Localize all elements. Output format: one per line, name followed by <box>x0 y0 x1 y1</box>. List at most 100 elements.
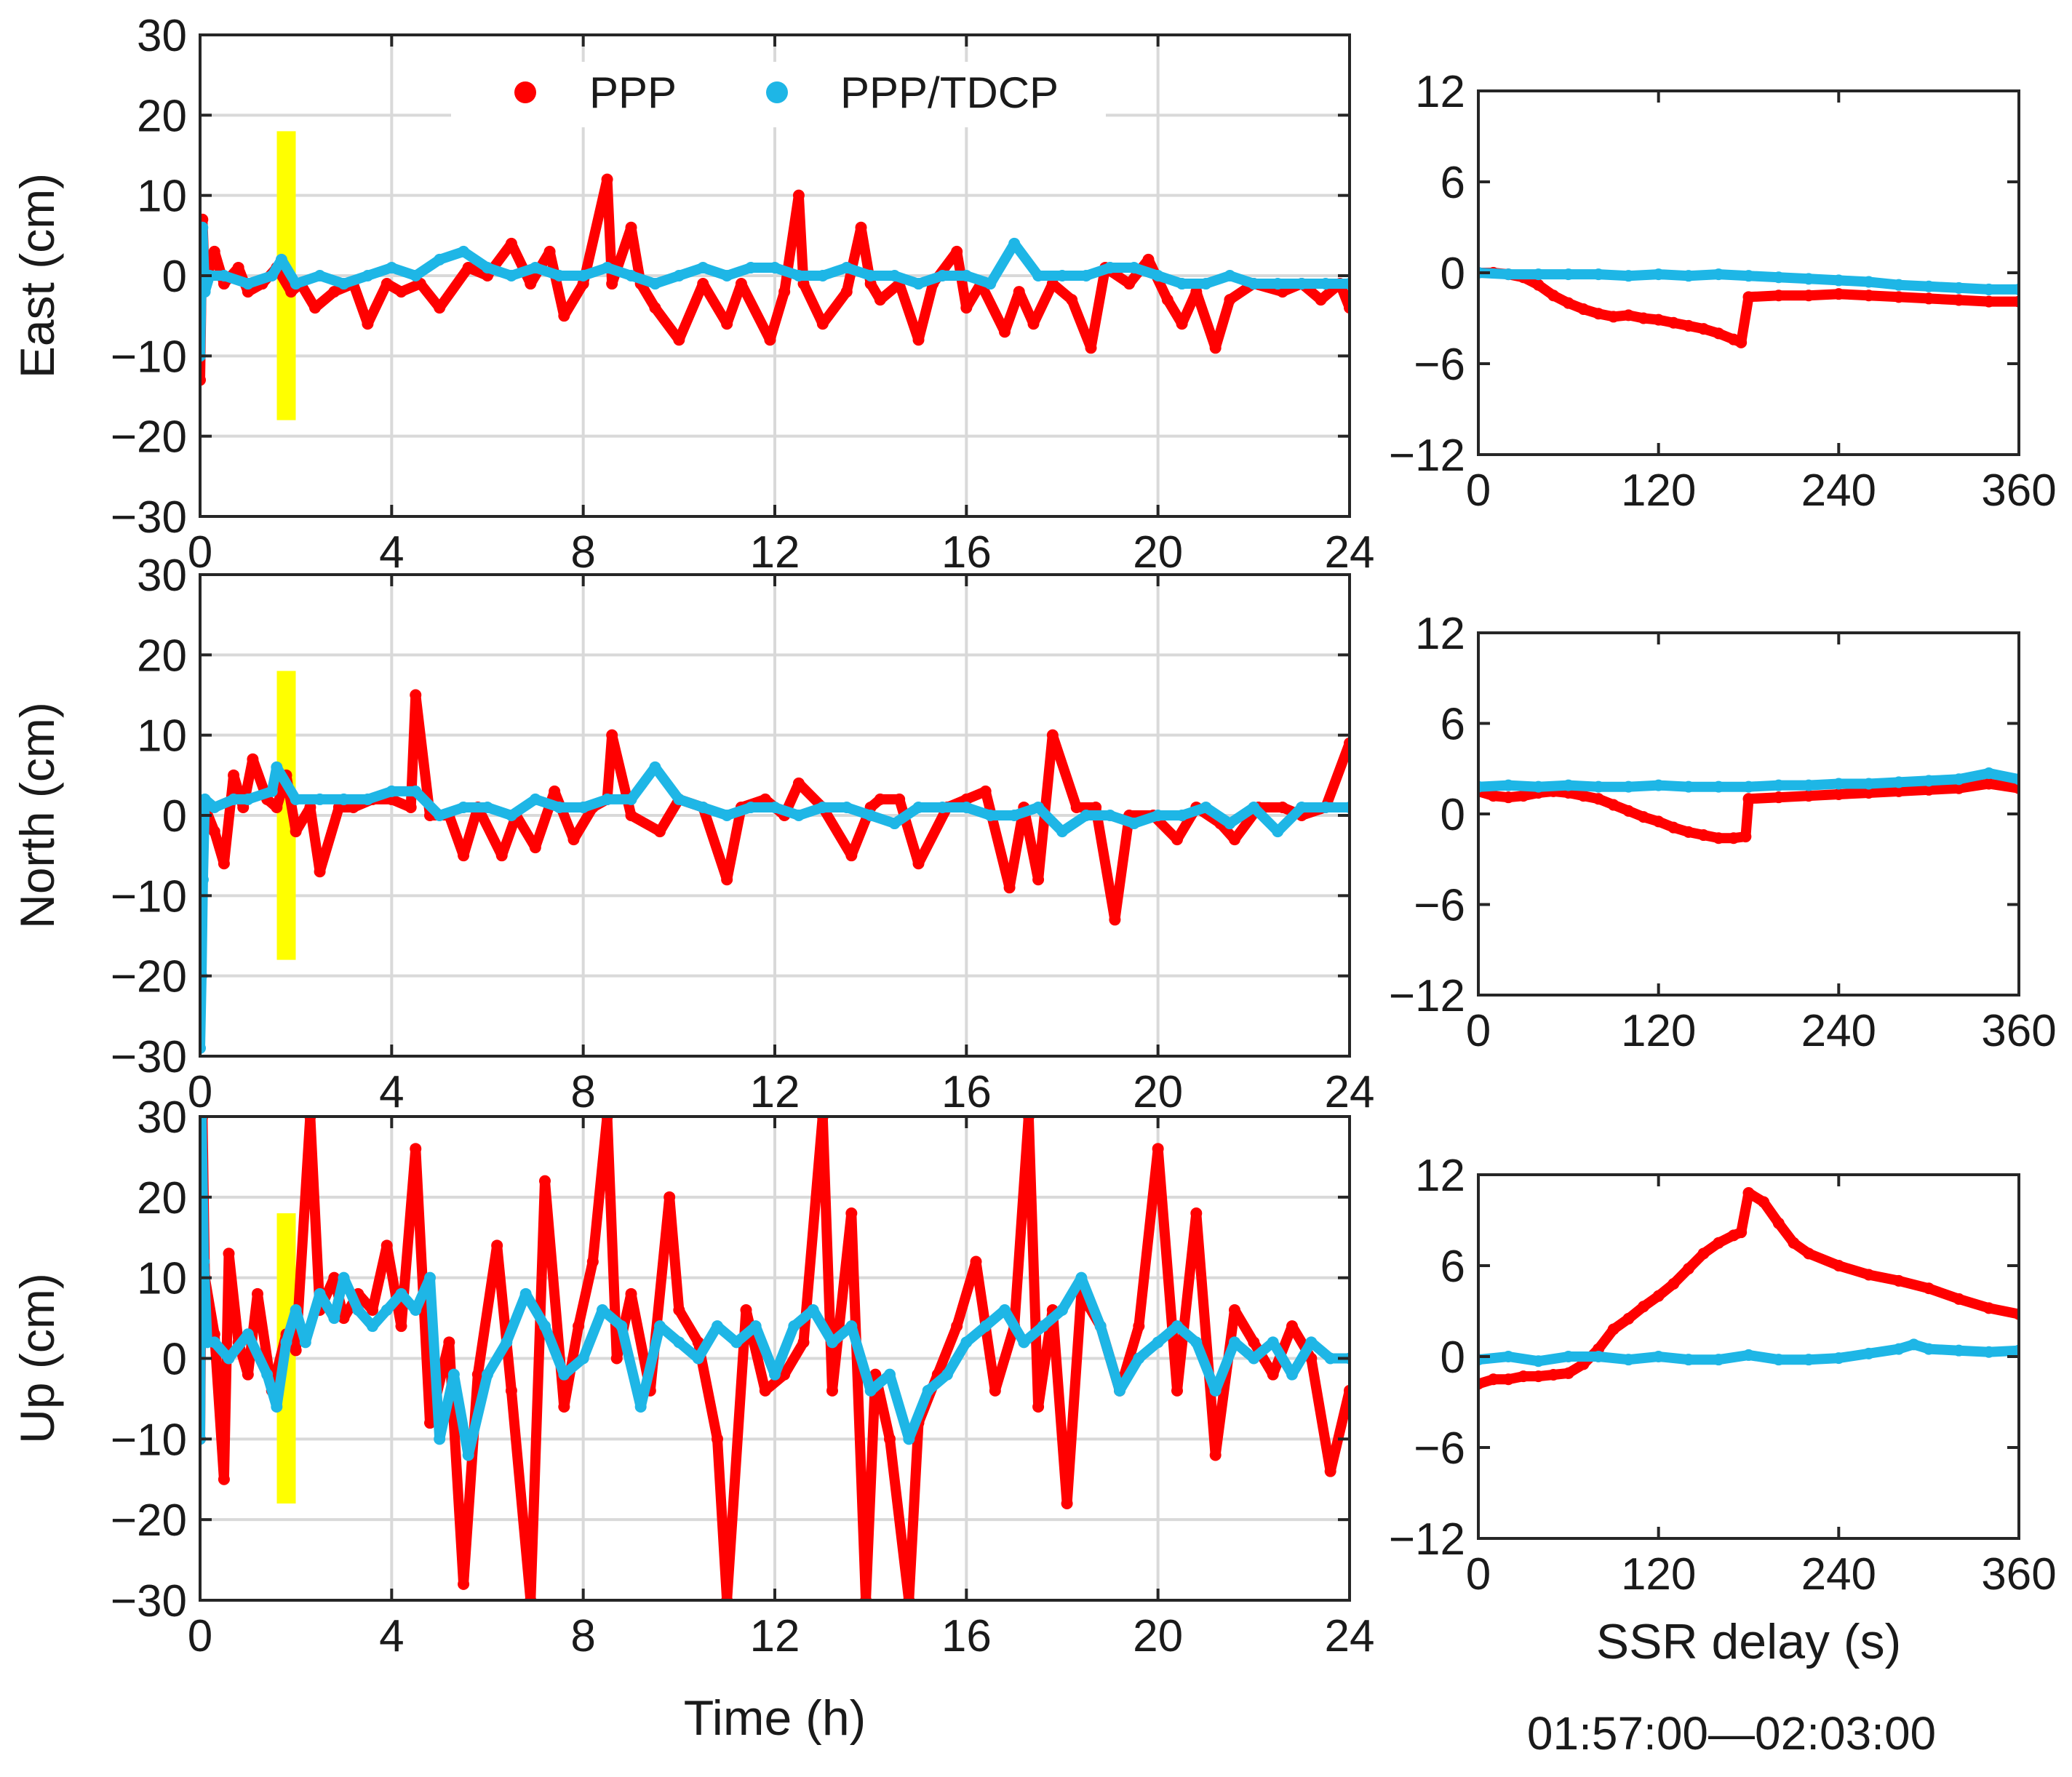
data-point-ppp <box>242 286 254 298</box>
data-point-ppp <box>1061 1498 1073 1509</box>
data-point-ppp <box>874 793 886 805</box>
data-point-ppp-tdcp <box>266 270 278 281</box>
y-tick-label: −20 <box>111 412 187 463</box>
data-point-ppp <box>912 334 925 346</box>
data-point-ppp <box>1833 1260 1845 1271</box>
data-point-ppp <box>1638 312 1650 324</box>
y-axis-label: North (cm) <box>10 702 64 929</box>
legend-label: PPP/TDCP <box>840 68 1059 117</box>
data-point-ppp <box>208 826 220 838</box>
y-tick-label: 20 <box>137 1173 187 1223</box>
data-point-ppp <box>1803 790 1815 802</box>
y-tick-label: 20 <box>137 631 187 681</box>
data-point-ppp-tdcp <box>577 1352 589 1365</box>
series-group <box>1478 1187 2019 1390</box>
y-tick-label: 6 <box>1441 158 1465 208</box>
data-point-ppp-tdcp <box>1008 810 1021 821</box>
y-tick-label: 0 <box>1441 790 1465 840</box>
data-point-ppp <box>271 801 283 813</box>
data-point-ppp-tdcp <box>434 810 446 821</box>
data-point-ppp <box>1229 1304 1240 1316</box>
data-point-ppp <box>558 1401 570 1413</box>
data-point-ppp-tdcp <box>577 270 589 281</box>
data-point-ppp-tdcp <box>1622 270 1635 282</box>
data-point-ppp <box>586 1255 599 1268</box>
data-point-ppp-tdcp <box>984 810 997 821</box>
data-point-ppp <box>625 810 637 821</box>
data-point-ppp-tdcp <box>1056 270 1068 281</box>
x-tick-label: 0 <box>1466 466 1491 516</box>
data-point-ppp <box>338 1312 350 1325</box>
data-point-ppp-tdcp <box>1248 801 1260 813</box>
data-point-ppp <box>884 1433 896 1445</box>
data-point-ppp-tdcp <box>960 270 973 281</box>
series-group <box>200 689 1350 1054</box>
data-point-ppp <box>1735 336 1748 348</box>
data-point-ppp <box>1276 801 1288 813</box>
data-point-ppp <box>462 261 474 273</box>
data-point-ppp-tdcp <box>410 270 422 281</box>
data-point-ppp <box>505 237 517 249</box>
data-point-ppp <box>989 1384 1001 1397</box>
y-tick-label: 0 <box>1441 1333 1465 1383</box>
y-tick-label: −30 <box>111 1576 187 1626</box>
legend-label: PPP <box>589 68 677 117</box>
data-point-ppp-tdcp <box>745 801 757 813</box>
y-tick-label: −12 <box>1389 431 1465 481</box>
data-point-ppp-tdcp <box>673 1336 685 1349</box>
x-tick-label: 8 <box>570 1611 595 1661</box>
data-point-ppp <box>458 1578 470 1590</box>
data-point-ppp-tdcp <box>597 1304 608 1316</box>
data-point-ppp-tdcp <box>1742 1349 1755 1361</box>
data-point-ppp-tdcp <box>984 278 997 290</box>
data-point-ppp <box>1027 318 1040 330</box>
data-point-ppp <box>1772 1217 1785 1229</box>
data-point-ppp <box>1953 782 1965 794</box>
data-point-ppp-tdcp <box>505 270 517 281</box>
data-point-ppp-tdcp <box>553 801 565 813</box>
data-point-ppp <box>1190 1207 1203 1219</box>
data-point-ppp-tdcp <box>386 785 398 797</box>
data-point-ppp <box>1713 1237 1725 1249</box>
data-point-ppp <box>242 1368 254 1381</box>
x-tick-label: 0 <box>1466 1549 1491 1600</box>
x-tick-label: 20 <box>1133 1067 1183 1117</box>
data-point-ppp-tdcp <box>1562 1351 1574 1362</box>
data-point-ppp <box>840 286 853 298</box>
data-point-ppp <box>380 278 393 290</box>
data-point-ppp <box>1727 832 1740 844</box>
data-point-ppp <box>1152 1143 1164 1155</box>
data-point-ppp-tdcp <box>1742 270 1755 282</box>
data-point-ppp-tdcp <box>807 1304 819 1316</box>
data-point-ppp <box>1517 790 1529 802</box>
data-point-ppp-tdcp <box>271 761 283 773</box>
data-point-ppp <box>434 302 446 314</box>
data-point-ppp <box>601 173 613 185</box>
x-tick-label: 0 <box>188 1067 212 1117</box>
x-tick-label: 24 <box>1325 527 1375 578</box>
data-point-ppp <box>1577 790 1590 802</box>
data-point-ppp-tdcp <box>712 1320 723 1333</box>
x-tick-label: 0 <box>188 1611 212 1661</box>
y-tick-label: 30 <box>137 551 187 601</box>
y-tick-label: 0 <box>162 791 187 842</box>
data-point-ppp <box>759 1384 771 1397</box>
y-tick-label: 12 <box>1415 67 1465 117</box>
data-point-ppp-tdcp <box>338 793 350 805</box>
data-point-ppp <box>1758 1196 1770 1208</box>
data-point-ppp <box>328 1271 340 1284</box>
data-point-ppp-tdcp <box>1923 775 1935 787</box>
data-point-ppp-tdcp <box>539 1320 551 1333</box>
data-point-ppp-tdcp <box>864 270 877 281</box>
data-point-ppp-tdcp <box>769 1368 781 1381</box>
data-point-ppp <box>951 245 963 257</box>
time-window-caption: 01:57:00—02:03:00 <box>1527 1707 1936 1760</box>
data-point-ppp <box>1171 1384 1183 1397</box>
data-point-ppp-tdcp <box>1320 278 1332 290</box>
data-point-ppp <box>1638 811 1650 823</box>
y-tick-label: 10 <box>137 1254 187 1304</box>
y-axis-label: Up (cm) <box>10 1273 64 1444</box>
series-group <box>1478 767 2019 844</box>
data-point-ppp-tdcp <box>1133 1352 1145 1365</box>
data-point-ppp-tdcp <box>1593 1351 1605 1362</box>
